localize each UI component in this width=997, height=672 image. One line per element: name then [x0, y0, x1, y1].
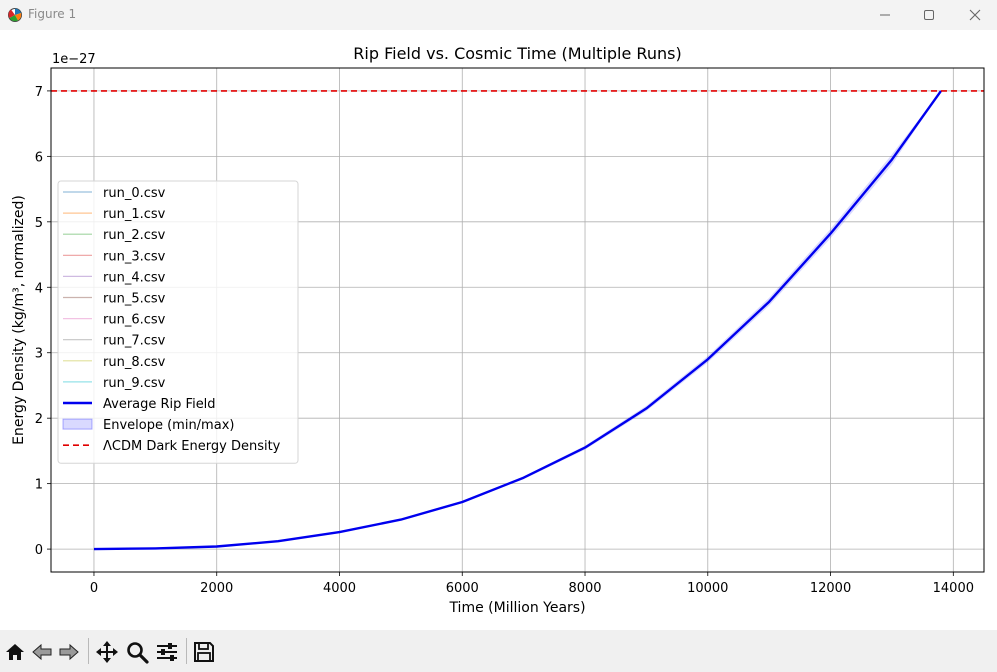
back-icon: [32, 643, 52, 661]
window-titlebar: Figure 1: [0, 0, 997, 30]
legend-entry-label: run_6.csv: [103, 313, 166, 328]
y-axis-label: Energy Density (kg/m³, normalized): [11, 195, 27, 445]
x-tick-label: 0: [90, 581, 98, 596]
x-tick-label: 12000: [810, 581, 851, 596]
forward-icon: [59, 643, 79, 661]
configure-subplots-icon: [157, 643, 177, 661]
legend-entry-label: run_0.csv: [103, 186, 166, 201]
y-tick-label: 4: [35, 281, 43, 296]
forward-button[interactable]: [56, 639, 82, 665]
y-tick-label: 6: [35, 150, 43, 165]
legend-entry-label: run_2.csv: [103, 228, 166, 243]
save-button[interactable]: [191, 639, 217, 665]
configure-subplots-button[interactable]: [154, 639, 180, 665]
legend: run_0.csv run_1.csv run_2.csv run_3.csv run_…: [57, 180, 299, 464]
grid-lines: [51, 68, 984, 572]
legend-entry-label: run_1.csv: [103, 207, 166, 222]
pan-button[interactable]: [94, 639, 120, 665]
back-button[interactable]: [29, 639, 55, 665]
save-icon: [194, 642, 214, 662]
axis-ticks: 0 2000 4000 6000 8000 10000 12000 14000 0 1 2 3 4 5 6 7: [35, 85, 974, 596]
legend-entry-label: run_7.csv: [103, 334, 166, 349]
x-tick-label: 8000: [568, 581, 601, 596]
close-button[interactable]: [952, 0, 997, 30]
chart-title: Rip Field vs. Cosmic Time (Multiple Runs…: [353, 44, 681, 63]
average-series-line: [93, 90, 942, 551]
y-tick-label: 5: [35, 216, 43, 231]
legend-entry-label: run_5.csv: [103, 292, 166, 307]
legend-box: [57, 180, 299, 464]
home-icon: [6, 644, 24, 660]
minimize-icon: [880, 14, 890, 16]
zoom-button[interactable]: [124, 639, 150, 665]
series-lines: [93, 90, 942, 551]
pan-icon: [96, 641, 118, 663]
legend-entry-label: ΛCDM Dark Energy Density: [103, 439, 281, 454]
maximize-icon: [924, 10, 934, 20]
legend-entry-label: Average Rip Field: [103, 397, 216, 412]
axes-frame: [50, 67, 985, 573]
legend-entry-label: run_3.csv: [103, 249, 166, 264]
close-icon: [969, 9, 981, 21]
y-tick-label: 1: [35, 478, 43, 493]
figure-canvas[interactable]: 0 2000 4000 6000 8000 10000 12000 14000 0 1 2 3 4 5 6 7…: [0, 30, 997, 630]
matplotlib-app-icon: [8, 8, 22, 22]
legend-entry-label: run_8.csv: [103, 355, 166, 370]
x-tick-label: 6000: [446, 581, 479, 596]
maximize-button[interactable]: [906, 0, 952, 30]
legend-entry-label: run_9.csv: [103, 376, 166, 391]
toolbar-separator: [88, 638, 89, 664]
y-offset-label: 1e−27: [52, 52, 96, 67]
x-tick-label: 2000: [200, 581, 233, 596]
line-chart: 0 2000 4000 6000 8000 10000 12000 14000 0 1 2 3 4 5 6 7…: [11, 44, 985, 616]
minimize-button[interactable]: [862, 0, 908, 30]
y-tick-label: 3: [35, 347, 43, 362]
legend-envelope-swatch: [62, 418, 93, 430]
y-tick-label: 7: [35, 85, 43, 100]
legend-entry-label: Envelope (min/max): [103, 418, 234, 433]
legend-entry-label: run_4.csv: [103, 270, 166, 285]
x-tick-label: 4000: [323, 581, 356, 596]
y-tick-label: 0: [35, 543, 43, 558]
zoom-icon: [127, 642, 149, 664]
x-tick-label: 10000: [687, 581, 728, 596]
navigation-toolbar: [0, 630, 997, 672]
window-title: Figure 1: [28, 7, 77, 21]
x-axis-label: Time (Million Years): [448, 600, 585, 616]
y-tick-label: 2: [35, 412, 43, 427]
toolbar-separator: [186, 638, 187, 664]
x-tick-label: 14000: [933, 581, 974, 596]
home-button[interactable]: [2, 639, 28, 665]
